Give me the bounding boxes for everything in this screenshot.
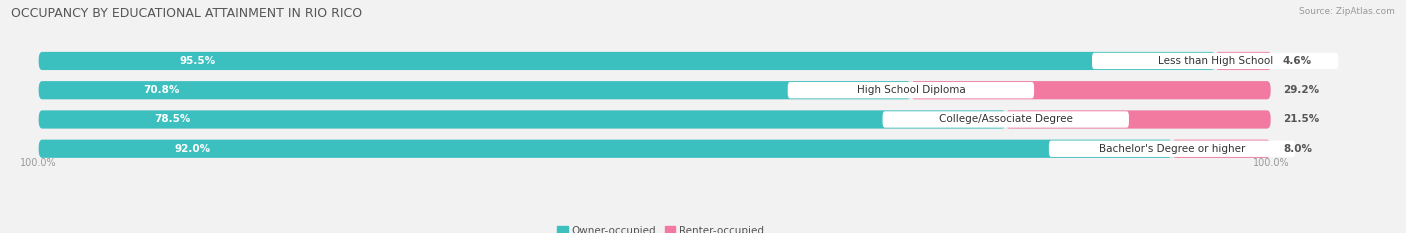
- Text: 8.0%: 8.0%: [1282, 144, 1312, 154]
- FancyBboxPatch shape: [883, 111, 1129, 128]
- Text: 70.8%: 70.8%: [143, 85, 180, 95]
- Text: 4.6%: 4.6%: [1282, 56, 1312, 66]
- Text: OCCUPANCY BY EDUCATIONAL ATTAINMENT IN RIO RICO: OCCUPANCY BY EDUCATIONAL ATTAINMENT IN R…: [11, 7, 363, 20]
- Text: College/Associate Degree: College/Associate Degree: [939, 114, 1073, 124]
- FancyBboxPatch shape: [1005, 110, 1271, 129]
- Text: 29.2%: 29.2%: [1282, 85, 1319, 95]
- FancyBboxPatch shape: [1049, 140, 1295, 157]
- FancyBboxPatch shape: [787, 82, 1033, 98]
- FancyBboxPatch shape: [39, 52, 1215, 70]
- FancyBboxPatch shape: [1173, 140, 1271, 158]
- Text: 100.0%: 100.0%: [20, 158, 56, 168]
- FancyBboxPatch shape: [1215, 52, 1272, 70]
- Text: 100.0%: 100.0%: [1253, 158, 1289, 168]
- FancyBboxPatch shape: [39, 81, 1271, 99]
- Text: High School Diploma: High School Diploma: [856, 85, 966, 95]
- Text: Bachelor's Degree or higher: Bachelor's Degree or higher: [1099, 144, 1246, 154]
- FancyBboxPatch shape: [39, 140, 1271, 158]
- Legend: Owner-occupied, Renter-occupied: Owner-occupied, Renter-occupied: [553, 222, 769, 233]
- Text: Less than High School: Less than High School: [1157, 56, 1272, 66]
- Text: 95.5%: 95.5%: [180, 56, 217, 66]
- FancyBboxPatch shape: [39, 110, 1005, 129]
- FancyBboxPatch shape: [39, 52, 1271, 70]
- FancyBboxPatch shape: [911, 81, 1271, 99]
- Text: 21.5%: 21.5%: [1282, 114, 1319, 124]
- Text: 78.5%: 78.5%: [155, 114, 191, 124]
- FancyBboxPatch shape: [39, 140, 1173, 158]
- Text: Source: ZipAtlas.com: Source: ZipAtlas.com: [1299, 7, 1395, 16]
- FancyBboxPatch shape: [39, 81, 911, 99]
- FancyBboxPatch shape: [39, 110, 1271, 129]
- FancyBboxPatch shape: [1092, 53, 1339, 69]
- Text: 92.0%: 92.0%: [174, 144, 211, 154]
